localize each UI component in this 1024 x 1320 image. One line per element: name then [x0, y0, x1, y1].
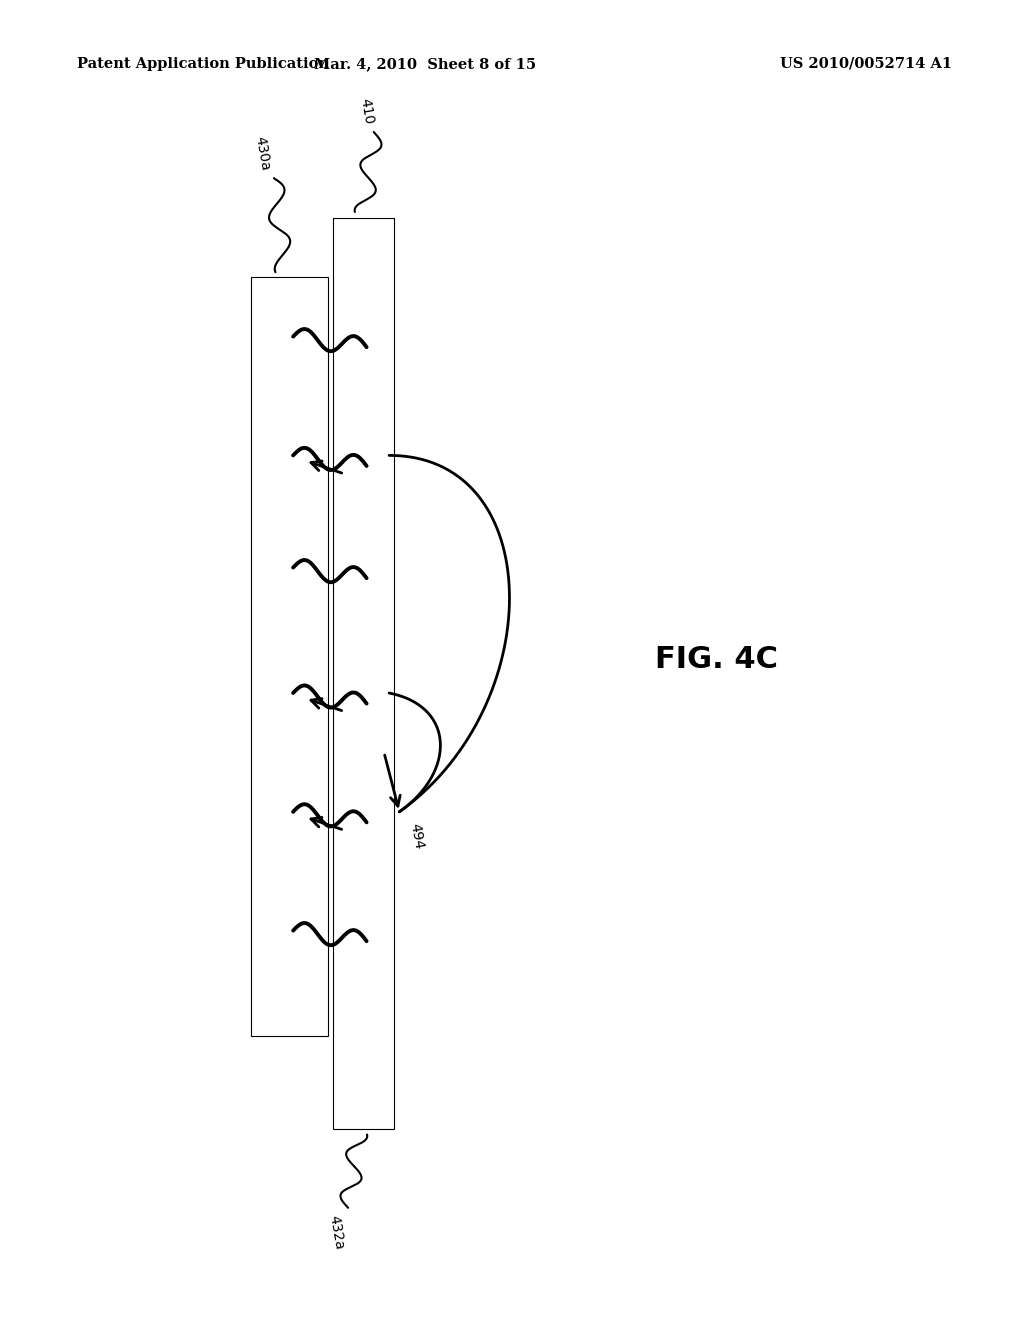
Text: FIG. 4C: FIG. 4C	[655, 645, 778, 675]
Text: Patent Application Publication: Patent Application Publication	[77, 57, 329, 71]
Text: US 2010/0052714 A1: US 2010/0052714 A1	[780, 57, 952, 71]
Text: Mar. 4, 2010  Sheet 8 of 15: Mar. 4, 2010 Sheet 8 of 15	[314, 57, 536, 71]
Bar	[251, 277, 328, 1036]
Text: 410: 410	[357, 96, 376, 125]
Bar	[333, 218, 394, 1129]
Text: 430a: 430a	[252, 135, 271, 172]
Text: 494: 494	[408, 822, 426, 851]
Text: 432a: 432a	[327, 1214, 346, 1251]
